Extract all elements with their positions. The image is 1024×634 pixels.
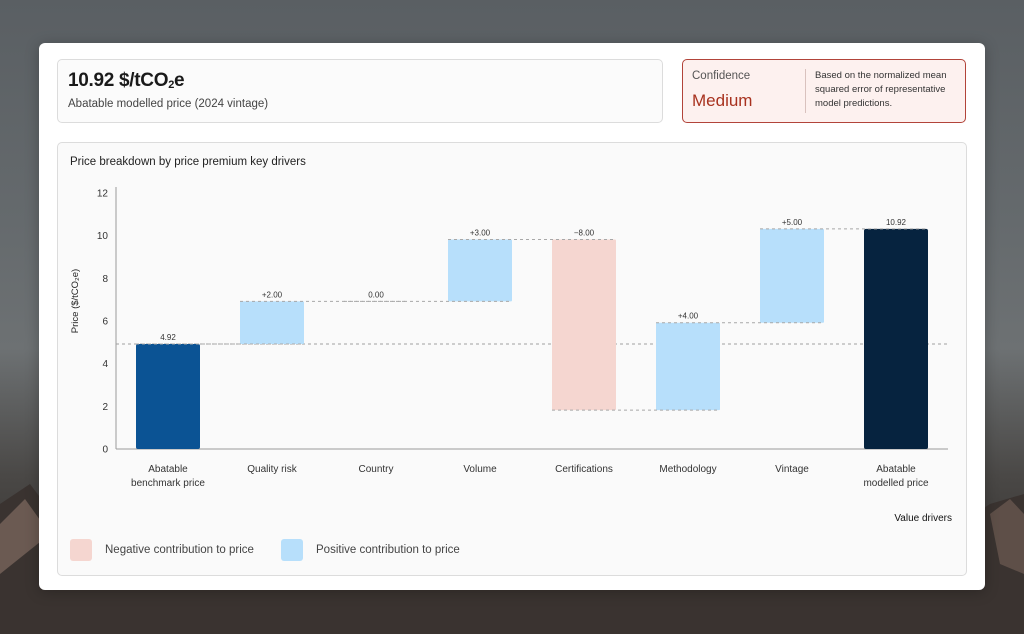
legend-swatch-negative <box>70 539 92 561</box>
data-label: +3.00 <box>470 229 491 238</box>
confidence-label: Confidence <box>692 70 751 82</box>
data-label: 0.00 <box>368 290 384 299</box>
x-tick-label: benchmark price <box>131 478 205 489</box>
x-tick-label: Vintage <box>775 464 809 475</box>
y-tick-label: 4 <box>102 359 108 370</box>
data-label: +4.00 <box>678 312 699 321</box>
y-tick-label: 8 <box>102 274 108 285</box>
bar-volume <box>448 239 512 302</box>
data-label: 4.92 <box>160 333 176 342</box>
price-caption: Abatable modelled price (2024 vintage) <box>68 98 269 110</box>
price-breakdown-card: 10.92 $/tCO2e Abatable modelled price (2… <box>39 43 985 590</box>
data-label: +2.00 <box>262 290 283 299</box>
y-tick-label: 6 <box>102 317 108 328</box>
bar-quality-risk <box>240 301 304 345</box>
confidence-description: Based on the normalized mean squared err… <box>815 70 947 109</box>
chart-title: Price breakdown by price premium key dri… <box>70 156 306 168</box>
x-tick-label: Certifications <box>555 464 613 475</box>
x-tick-label: Methodology <box>659 464 716 475</box>
legend-label-negative: Negative contribution to price <box>105 544 254 556</box>
x-tick-label: Abatable <box>148 464 188 475</box>
y-tick-label: 12 <box>97 189 109 200</box>
bar-certifications <box>552 239 616 411</box>
y-tick-label: 10 <box>97 231 109 242</box>
data-label: −8.00 <box>574 229 595 238</box>
x-tick-label: Country <box>358 464 393 475</box>
x-tick-label: Abatable <box>876 464 916 475</box>
bar-methodology <box>656 322 720 411</box>
legend-label-positive: Positive contribution to price <box>316 544 460 556</box>
bar-abatable-modelled-price <box>864 228 928 449</box>
y-axis-title: Price ($/tCO₂e) <box>70 269 81 333</box>
confidence-value: Medium <box>692 91 753 110</box>
x-tick-label: modelled price <box>863 478 928 489</box>
y-tick-label: 0 <box>102 445 108 456</box>
price-summary-box: 10.92 $/tCO2e Abatable modelled price (2… <box>57 59 663 123</box>
x-tick-label: Volume <box>463 464 497 475</box>
legend-swatch-positive <box>281 539 303 561</box>
confidence-divider <box>805 69 806 113</box>
data-label: 10.92 <box>886 218 907 227</box>
price-value: 10.92 $/tCO2e <box>68 70 185 91</box>
y-tick-label: 2 <box>102 402 108 413</box>
bar-vintage <box>760 228 824 323</box>
x-tick-label: Quality risk <box>247 464 297 475</box>
chart-panel: Price breakdown by price premium key dri… <box>57 142 967 576</box>
confidence-box: Confidence Medium Based on the normalize… <box>682 59 966 123</box>
bar-abatable-benchmark-price <box>136 344 200 449</box>
x-axis-title: Value drivers <box>894 513 952 523</box>
waterfall-chart: 0 2 4 6 8 10 12 Price ($/tCO₂e) 4.92 Abatable benc… <box>70 187 952 523</box>
data-label: +5.00 <box>782 218 803 227</box>
